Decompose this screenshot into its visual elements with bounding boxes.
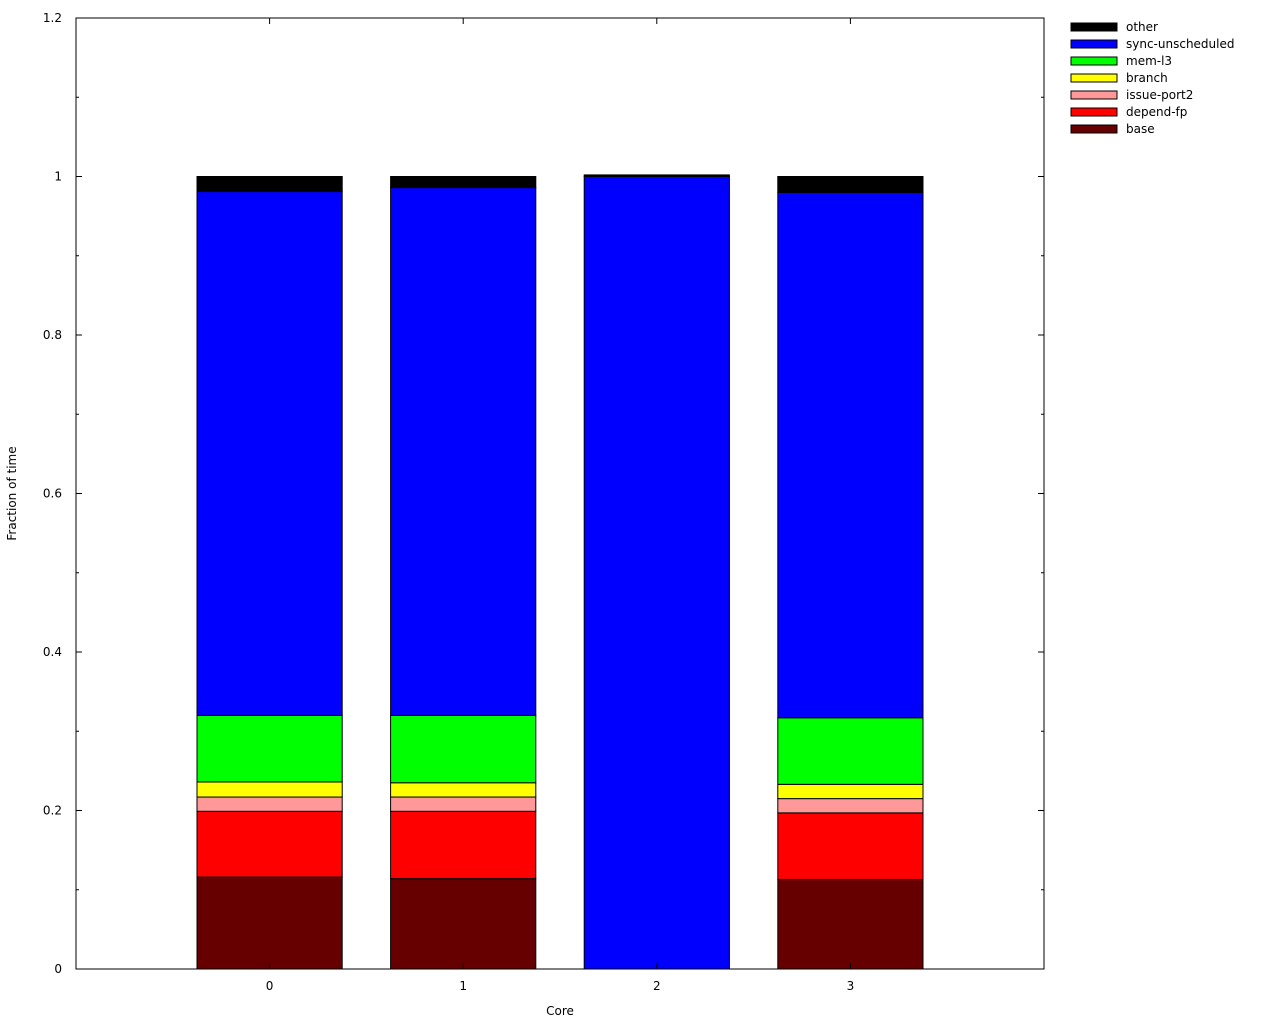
legend-swatch-mem-l3 <box>1070 56 1118 66</box>
legend-label-other: other <box>1126 20 1158 34</box>
bar-segment-depend-fp-core-3 <box>777 812 924 880</box>
legend-swatch-depend-fp <box>1070 107 1118 117</box>
legend-swatch-sync-unscheduled <box>1070 39 1118 49</box>
y-tick-label: 0.6 <box>43 487 62 501</box>
bar-segment-sync-unscheduled-core-2 <box>583 176 730 970</box>
x-tick-label: 3 <box>847 979 855 993</box>
bars-layer <box>196 174 924 970</box>
y-axis-label: Fraction of time <box>5 446 19 540</box>
bar-segment-mem-l3-core-3 <box>777 717 924 785</box>
bar-segment-issue-port2-core-1 <box>390 796 537 812</box>
bar-segment-issue-port2-core-3 <box>777 798 924 814</box>
axis-ticks <box>76 17 1044 970</box>
bar-segment-sync-unscheduled-core-0 <box>196 191 343 716</box>
bar-segment-issue-port2-core-0 <box>196 796 343 812</box>
legend-label-sync-unscheduled: sync-unscheduled <box>1126 37 1235 51</box>
bar-segment-depend-fp-core-1 <box>390 810 537 880</box>
bar-segment-other-core-0 <box>196 176 343 193</box>
y-tick-label: 1.2 <box>43 11 62 25</box>
x-tick-labels: 0 1 2 3 <box>266 979 854 993</box>
legend-label-base: base <box>1126 122 1155 136</box>
bar-segment-mem-l3-core-1 <box>390 714 537 784</box>
bar-segment-sync-unscheduled-core-3 <box>777 191 924 719</box>
bar-segment-other-core-2 <box>583 174 730 178</box>
bar-segment-depend-fp-core-0 <box>196 810 343 878</box>
x-tick-label: 0 <box>266 979 274 993</box>
bar-segment-sync-unscheduled-core-1 <box>390 187 537 716</box>
legend: other sync-unscheduled mem-l3 branch issue-p… <box>1070 20 1235 136</box>
legend-swatch-issue-port2 <box>1070 90 1118 100</box>
bar-segment-branch-core-3 <box>777 783 924 800</box>
legend-swatch-base <box>1070 124 1118 134</box>
y-tick-label: 0.8 <box>43 328 62 342</box>
bar-segment-base-core-1 <box>390 878 537 970</box>
legend-label-depend-fp: depend-fp <box>1126 105 1187 119</box>
legend-swatch-other <box>1070 22 1118 32</box>
bar-segment-branch-core-1 <box>390 782 537 798</box>
bar-segment-base-core-3 <box>777 878 924 970</box>
x-tick-label: 1 <box>459 979 467 993</box>
y-tick-label: 1 <box>54 170 62 184</box>
x-axis-label: Core <box>546 1004 574 1018</box>
y-tick-label: 0.4 <box>43 645 62 659</box>
legend-swatch-branch <box>1070 73 1118 83</box>
y-tick-label: 0.2 <box>43 804 62 818</box>
legend-label-branch: branch <box>1126 71 1168 85</box>
legend-label-issue-port2: issue-port2 <box>1126 88 1193 102</box>
bar-segment-branch-core-0 <box>196 781 343 798</box>
y-tick-labels: 0 0.2 0.4 0.6 0.8 1 1.2 <box>43 11 62 976</box>
x-tick-label: 2 <box>653 979 661 993</box>
legend-label-mem-l3: mem-l3 <box>1126 54 1172 68</box>
bar-segment-base-core-0 <box>196 876 343 970</box>
bar-segment-other-core-1 <box>390 176 537 189</box>
bar-segment-mem-l3-core-0 <box>196 714 343 783</box>
bar-segment-other-core-3 <box>777 176 924 193</box>
y-tick-label: 0 <box>54 962 62 976</box>
